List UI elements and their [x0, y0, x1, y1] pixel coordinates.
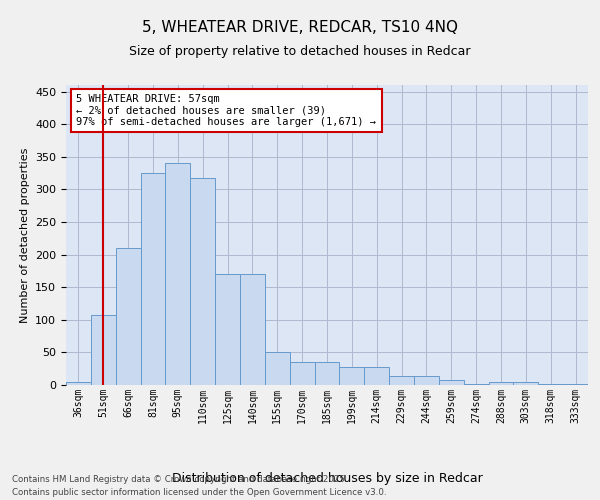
Bar	[66, 382, 91, 385]
Bar	[488, 382, 514, 385]
Bar	[290, 362, 314, 385]
Bar	[166, 164, 190, 385]
Bar	[190, 178, 215, 385]
Bar	[538, 384, 563, 385]
Bar	[140, 173, 166, 385]
Text: 5 WHEATEAR DRIVE: 57sqm
← 2% of detached houses are smaller (39)
97% of semi-det: 5 WHEATEAR DRIVE: 57sqm ← 2% of detached…	[76, 94, 376, 127]
Bar	[116, 248, 140, 385]
Bar	[91, 315, 116, 385]
Bar	[240, 274, 265, 385]
Bar	[563, 384, 588, 385]
Bar	[364, 366, 389, 385]
Text: Contains HM Land Registry data © Crown copyright and database right 2025.: Contains HM Land Registry data © Crown c…	[12, 476, 347, 484]
Bar	[414, 376, 439, 385]
Bar	[215, 274, 240, 385]
Y-axis label: Number of detached properties: Number of detached properties	[20, 148, 29, 322]
Bar	[439, 380, 464, 385]
Bar	[464, 384, 488, 385]
Bar	[314, 362, 340, 385]
Bar	[389, 376, 414, 385]
Bar	[514, 382, 538, 385]
X-axis label: Distribution of detached houses by size in Redcar: Distribution of detached houses by size …	[172, 472, 482, 484]
Text: 5, WHEATEAR DRIVE, REDCAR, TS10 4NQ: 5, WHEATEAR DRIVE, REDCAR, TS10 4NQ	[142, 20, 458, 35]
Bar	[265, 352, 290, 385]
Text: Contains public sector information licensed under the Open Government Licence v3: Contains public sector information licen…	[12, 488, 386, 497]
Text: Size of property relative to detached houses in Redcar: Size of property relative to detached ho…	[129, 45, 471, 58]
Bar	[340, 366, 364, 385]
